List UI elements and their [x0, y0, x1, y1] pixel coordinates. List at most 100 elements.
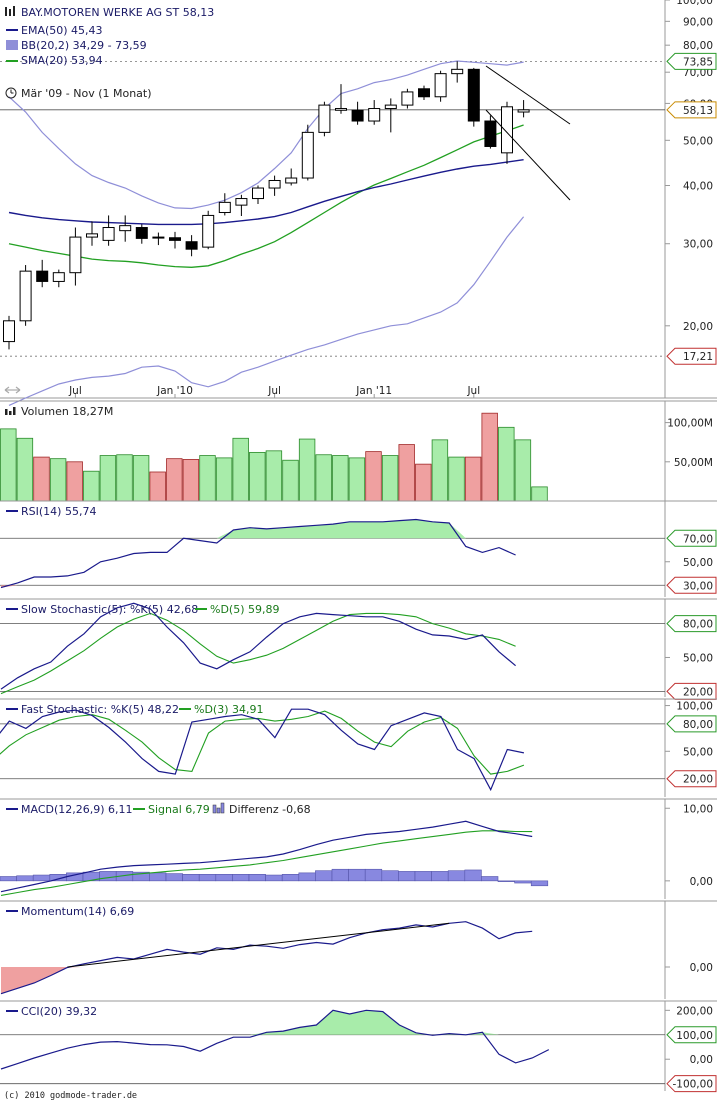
macd-histogram-bar — [215, 874, 233, 882]
reference-label-box — [666, 576, 717, 594]
macd-histogram-bar — [497, 880, 515, 882]
candle-body — [368, 108, 381, 122]
volume-icon-bar — [5, 409, 8, 415]
slow-d-line — [0, 612, 516, 695]
volume-bar — [481, 412, 498, 502]
volume-bar — [249, 451, 266, 502]
volume-bar — [464, 456, 482, 502]
volume-bar — [282, 459, 299, 502]
volume-bar — [199, 455, 216, 502]
candle-body — [418, 88, 430, 98]
slow-panel: 80,00 50,00 20,00 Slow Stochastic(5): %K(5)… — [0, 598, 717, 700]
panel-legend-swatch — [6, 1010, 18, 1012]
volume-bar — [265, 450, 283, 502]
volume-bar — [215, 457, 233, 502]
ema-swatch — [6, 29, 18, 31]
macd-histogram-bar — [281, 874, 300, 882]
y-tick-label: 200,00 — [676, 1005, 713, 1017]
fast-k-line — [0, 708, 525, 792]
candle-body — [86, 233, 98, 238]
volume-bar — [83, 470, 100, 502]
panel-legend-swatch — [6, 910, 18, 912]
macd-histogram-bar — [348, 868, 366, 882]
slow-legend: Slow Stochastic(5): %K(5) 42,68 — [21, 603, 198, 616]
volume-legend: Volumen 18,27M — [21, 405, 113, 418]
histogram-icon — [212, 802, 225, 814]
candle-body — [501, 106, 513, 154]
candle-body — [19, 270, 32, 322]
rsi-panel: 70,00 50,00 30,00 RSI(14) 55,74 — [0, 500, 717, 597]
candle-body — [517, 109, 530, 113]
panel-legend-swatch — [179, 708, 191, 710]
volume-bar — [514, 439, 532, 502]
candle-body — [36, 270, 49, 282]
cci-legend: CCI(20) 39,32 — [21, 1005, 97, 1018]
price-level-label: 73,85 — [683, 56, 713, 68]
fast-d-line — [0, 710, 525, 775]
candle-body — [484, 120, 497, 147]
y-tick-label: 20,00 — [683, 321, 713, 333]
rsi-line — [0, 518, 516, 589]
y-tick-label: 100,00M — [667, 418, 713, 430]
candle-body — [235, 198, 248, 206]
volume-bar — [431, 439, 449, 502]
candle-body — [467, 68, 480, 122]
candle-body — [218, 201, 231, 214]
macd-histogram-bar — [315, 870, 333, 882]
macd-histogram-bar — [99, 871, 117, 882]
reference-label-box — [666, 1026, 717, 1044]
cci-panel: 200,00 100,00 0,00 -100,00 CCI(20) 39,32 — [0, 1000, 717, 1093]
rsi-legend: RSI(14) 55,74 — [21, 505, 96, 518]
candle-body — [185, 241, 198, 250]
bb-upper-line — [8, 60, 524, 210]
volume-icon-bar — [13, 407, 16, 415]
reference-label-box — [666, 1075, 717, 1093]
macd-histogram-bar — [32, 874, 51, 882]
price-level-label: 58,13 — [683, 105, 713, 117]
panel-legend-swatch — [195, 608, 207, 610]
y-tick-label: 50,00M — [674, 457, 713, 469]
candle-body — [351, 109, 364, 122]
y-tick-label: 80,00 — [683, 40, 713, 52]
macd-legend: MACD(12,26,9) 6,11 — [21, 803, 133, 816]
bb-lower-line — [8, 216, 525, 406]
candle-body — [434, 73, 447, 98]
momentum-trendline — [67, 922, 450, 968]
scroll-arrows-icon[interactable] — [4, 386, 21, 394]
y-tick-label: 50,00 — [683, 746, 713, 758]
candle-body — [3, 320, 15, 343]
candle-body — [401, 91, 414, 106]
panel-legend-swatch — [6, 608, 18, 610]
candle-body — [102, 227, 115, 241]
macd-line — [0, 820, 533, 893]
volume-bar — [116, 454, 133, 502]
volume-panel: 100,00M 50,00M Volumen 18,27M — [0, 400, 717, 502]
price-level-label: 17,21 — [683, 351, 713, 363]
x-tick-label: Jan '10 — [156, 385, 193, 397]
histogram-icon-bar — [212, 804, 217, 814]
y-tick-label: 50,00 — [683, 135, 713, 147]
ema-line — [8, 159, 524, 226]
macd-histogram-bar — [182, 874, 200, 882]
x-tick-label: Jan '11 — [355, 385, 392, 397]
macd-histogram-bar — [481, 876, 499, 882]
volume-bar — [182, 459, 200, 502]
fast-d-legend: %D(3) 34,91 — [194, 703, 264, 716]
volume-bar — [498, 426, 515, 502]
sma-swatch — [6, 60, 18, 62]
macd-histogram-bar — [149, 872, 167, 882]
y-tick-label: 30,00 — [683, 580, 713, 592]
y-tick-label: 70,00 — [683, 533, 713, 545]
macd-signal-line — [0, 830, 533, 896]
chart-title: BAY.MOTOREN WERKE AG ST 58,13 — [21, 6, 214, 19]
volume-bar — [66, 461, 83, 502]
price-panel: 100,0090,0080,0070,0060,0050,0040,0030,0… — [0, 0, 717, 406]
y-tick-label: 100,00 — [676, 1030, 713, 1042]
y-tick-label: 100,00 — [676, 0, 713, 7]
candle-body — [318, 104, 331, 133]
volume-bar — [132, 455, 150, 502]
macd-histogram-bar — [447, 870, 466, 882]
reference-label-box — [666, 682, 717, 700]
volume-bar — [381, 455, 399, 502]
